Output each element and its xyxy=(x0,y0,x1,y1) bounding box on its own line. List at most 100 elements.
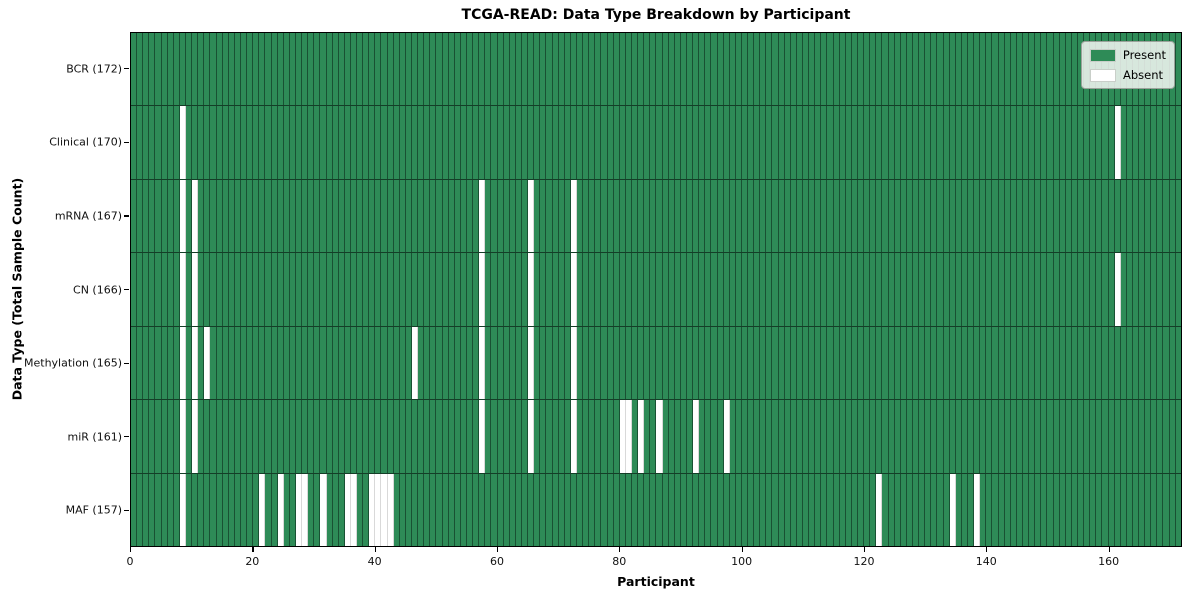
heatmap-cell xyxy=(314,400,321,473)
heatmap-cell xyxy=(778,473,785,546)
heatmap-cell xyxy=(289,253,296,326)
heatmap-cell xyxy=(1022,400,1030,473)
heatmap-cell xyxy=(1077,106,1085,179)
heatmap-cell xyxy=(601,400,608,473)
heatmap-cell xyxy=(589,33,596,106)
heatmap-cell xyxy=(1053,179,1060,253)
heatmap-cell xyxy=(961,400,968,473)
heatmap-cell xyxy=(784,473,791,546)
heatmap-cell xyxy=(1151,106,1158,179)
heatmap-cell xyxy=(454,473,461,546)
heatmap-cell xyxy=(1004,33,1011,106)
heatmap-cell xyxy=(717,33,724,106)
heatmap-cell xyxy=(699,326,706,400)
heatmap-cell xyxy=(192,400,199,473)
heatmap-cell xyxy=(876,400,883,473)
present-swatch xyxy=(1090,48,1116,62)
heatmap-cell xyxy=(350,326,358,400)
heatmap-cell xyxy=(1059,253,1066,326)
heatmap-cell xyxy=(179,106,186,179)
heatmap-cell xyxy=(583,33,590,106)
heatmap-cell xyxy=(497,326,504,400)
heatmap-cell xyxy=(1071,400,1078,473)
heatmap-cell xyxy=(686,179,694,253)
heatmap-cell xyxy=(222,253,229,326)
heatmap-cell xyxy=(1132,400,1140,473)
heatmap-cell xyxy=(607,106,614,179)
heatmap-cell xyxy=(937,106,944,179)
heatmap-cell xyxy=(638,106,645,179)
heatmap-cell xyxy=(919,473,926,546)
heatmap-cell xyxy=(803,253,810,326)
heatmap-cell xyxy=(271,253,278,326)
heatmap-cell xyxy=(277,179,284,253)
heatmap-cell xyxy=(1041,473,1048,546)
heatmap-cell xyxy=(540,106,547,179)
heatmap-cell xyxy=(882,179,889,253)
heatmap-cell xyxy=(1151,400,1158,473)
heatmap-cell xyxy=(442,33,449,106)
heatmap-cell xyxy=(760,33,767,106)
heatmap-cell xyxy=(430,253,437,326)
heatmap-cell xyxy=(418,473,425,546)
heatmap-cell xyxy=(1175,33,1181,106)
heatmap-cell xyxy=(686,253,694,326)
heatmap-cell xyxy=(870,33,877,106)
heatmap-cell xyxy=(723,326,730,400)
heatmap-cell xyxy=(540,179,547,253)
heatmap-cell xyxy=(760,253,767,326)
heatmap-cell xyxy=(405,326,413,400)
heatmap-cell xyxy=(1029,400,1036,473)
heatmap-cell xyxy=(253,326,260,400)
heatmap-cell xyxy=(772,253,779,326)
heatmap-cell xyxy=(589,326,596,400)
heatmap-cell xyxy=(198,400,205,473)
heatmap-cell xyxy=(1071,473,1078,546)
heatmap-cell xyxy=(558,326,565,400)
heatmap-cell xyxy=(955,253,962,326)
heatmap-cell xyxy=(564,326,571,400)
heatmap-cell xyxy=(1157,473,1164,546)
heatmap-cell xyxy=(393,473,400,546)
heatmap-cell xyxy=(240,253,248,326)
heatmap-cell xyxy=(564,400,571,473)
heatmap-cell xyxy=(925,326,932,400)
heatmap-cell xyxy=(656,33,663,106)
heatmap-cell xyxy=(589,400,596,473)
y-tick-mark xyxy=(124,436,129,438)
heatmap-cell xyxy=(1114,326,1121,400)
heatmap-cell xyxy=(405,400,413,473)
heatmap-cell xyxy=(149,326,156,400)
heatmap-cell xyxy=(216,400,223,473)
heatmap-cell xyxy=(693,400,700,473)
heatmap-cell xyxy=(809,179,816,253)
plot-area: Present Absent xyxy=(130,32,1182,547)
heatmap-cell xyxy=(839,33,846,106)
heatmap-cell xyxy=(784,253,791,326)
heatmap-cell xyxy=(723,400,730,473)
heatmap-cell xyxy=(680,473,687,546)
heatmap-cell xyxy=(906,106,913,179)
heatmap-cell xyxy=(882,473,889,546)
heatmap-cell xyxy=(931,106,938,179)
heatmap-cell xyxy=(399,473,406,546)
heatmap-cell xyxy=(1041,33,1048,106)
heatmap-cell xyxy=(1120,106,1127,179)
x-tick-label-120: 120 xyxy=(853,555,875,568)
heatmap-cell xyxy=(821,253,828,326)
heatmap-cell xyxy=(937,473,944,546)
heatmap-cell xyxy=(680,400,687,473)
heatmap-cell xyxy=(173,473,180,546)
heatmap-cell xyxy=(338,400,345,473)
heatmap-cell xyxy=(809,400,816,473)
heatmap-cell xyxy=(405,473,413,546)
heatmap-cell xyxy=(442,179,449,253)
heatmap-cell xyxy=(363,179,370,253)
heatmap-cell xyxy=(790,33,797,106)
heatmap-cell xyxy=(925,473,932,546)
heatmap-cell xyxy=(674,326,681,400)
heatmap-cell xyxy=(693,326,700,400)
heatmap-cell xyxy=(210,179,217,253)
heatmap-cell xyxy=(839,326,846,400)
heatmap-cell xyxy=(668,400,675,473)
